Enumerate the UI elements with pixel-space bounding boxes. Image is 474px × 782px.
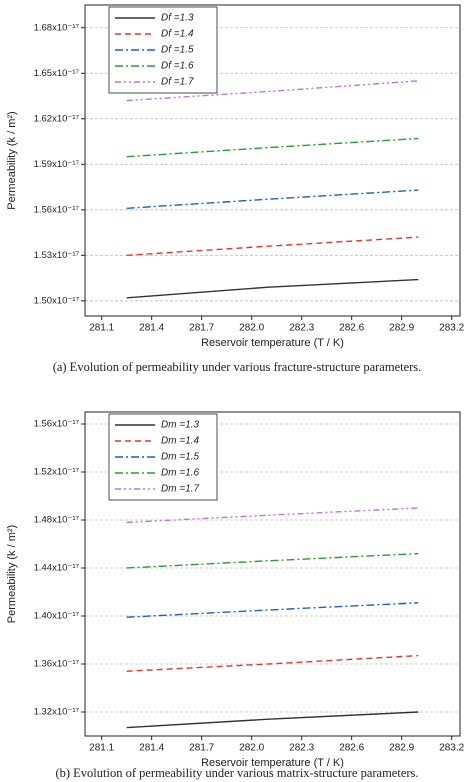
x-tick-label: 282.6: [339, 743, 364, 754]
series-line: [126, 507, 419, 524]
legend-label: Df =1.5: [161, 45, 194, 56]
series-line: [126, 236, 419, 257]
caption: (b) Evolution of permeability under vari…: [55, 766, 418, 780]
plot-frame: [84, 4, 461, 317]
series-line: [126, 602, 419, 618]
x-tick-label: 283.2: [439, 323, 464, 334]
x-tick-label: 281.4: [139, 323, 164, 334]
series-line: [126, 137, 419, 158]
y-tick-label: 1.44x10⁻¹⁷: [34, 563, 80, 574]
series-line: [126, 711, 419, 729]
caption: (a) Evolution of permeability under vari…: [53, 360, 422, 374]
x-tick-label: 282.3: [289, 743, 314, 754]
legend-label: Df =1.3: [161, 13, 194, 24]
x-tick-label: 282.3: [289, 323, 314, 334]
y-tick-label: 1.68x10⁻¹⁷: [34, 22, 80, 33]
y-tick-label: 1.65x10⁻¹⁷: [34, 68, 80, 79]
y-tick-label: 1.48x10⁻¹⁷: [34, 515, 80, 526]
x-tick-label: 282.6: [339, 323, 364, 334]
series-line: [126, 654, 419, 672]
x-tick-label: 281.1: [89, 323, 114, 334]
x-tick-label: 281.7: [189, 743, 214, 754]
x-tick-label: 282.9: [389, 323, 414, 334]
legend-label: Dm =1.6: [161, 468, 200, 479]
y-tick-label: 1.32x10⁻¹⁷: [34, 707, 80, 718]
y-tick-label: 1.36x10⁻¹⁷: [34, 659, 80, 670]
x-axis-label: Reservoir temperature (T / K): [201, 337, 344, 349]
plot-frame: [84, 411, 461, 737]
y-axis-label: Permeability (k / m²): [6, 525, 18, 623]
y-tick-label: 1.53x10⁻¹⁷: [34, 250, 80, 261]
series-line: [126, 552, 419, 569]
x-tick-label: 283.2: [439, 743, 464, 754]
y-tick-label: 1.59x10⁻¹⁷: [34, 159, 80, 170]
series-line: [126, 80, 419, 102]
y-tick-label: 1.56x10⁻¹⁷: [34, 204, 80, 215]
series-line: [126, 189, 419, 209]
x-tick-label: 282.0: [239, 323, 264, 334]
legend-label: Df =1.4: [161, 29, 194, 40]
legend-label: Df =1.6: [161, 61, 194, 72]
x-tick-label: 281.1: [89, 743, 114, 754]
legend-label: Dm =1.3: [161, 420, 200, 431]
y-tick-label: 1.62x10⁻¹⁷: [34, 113, 80, 124]
legend-label: Df =1.7: [161, 77, 194, 88]
x-tick-label: 281.7: [189, 323, 214, 334]
legend-label: Dm =1.4: [161, 436, 200, 447]
legend-label: Dm =1.5: [161, 452, 200, 463]
y-tick-label: 1.40x10⁻¹⁷: [34, 611, 80, 622]
x-tick-label: 282.9: [389, 743, 414, 754]
x-tick-label: 282.0: [239, 743, 264, 754]
y-axis-label: Permeability (k / m²): [6, 111, 18, 209]
y-tick-label: 1.52x10⁻¹⁷: [34, 467, 80, 478]
y-tick-label: 1.50x10⁻¹⁷: [34, 295, 80, 306]
series-line: [126, 278, 419, 299]
x-tick-label: 281.4: [139, 743, 164, 754]
y-tick-label: 1.56x10⁻¹⁷: [34, 419, 80, 430]
x-axis-label: Reservoir temperature (T / K): [201, 757, 344, 769]
legend-label: Dm =1.7: [161, 484, 200, 495]
